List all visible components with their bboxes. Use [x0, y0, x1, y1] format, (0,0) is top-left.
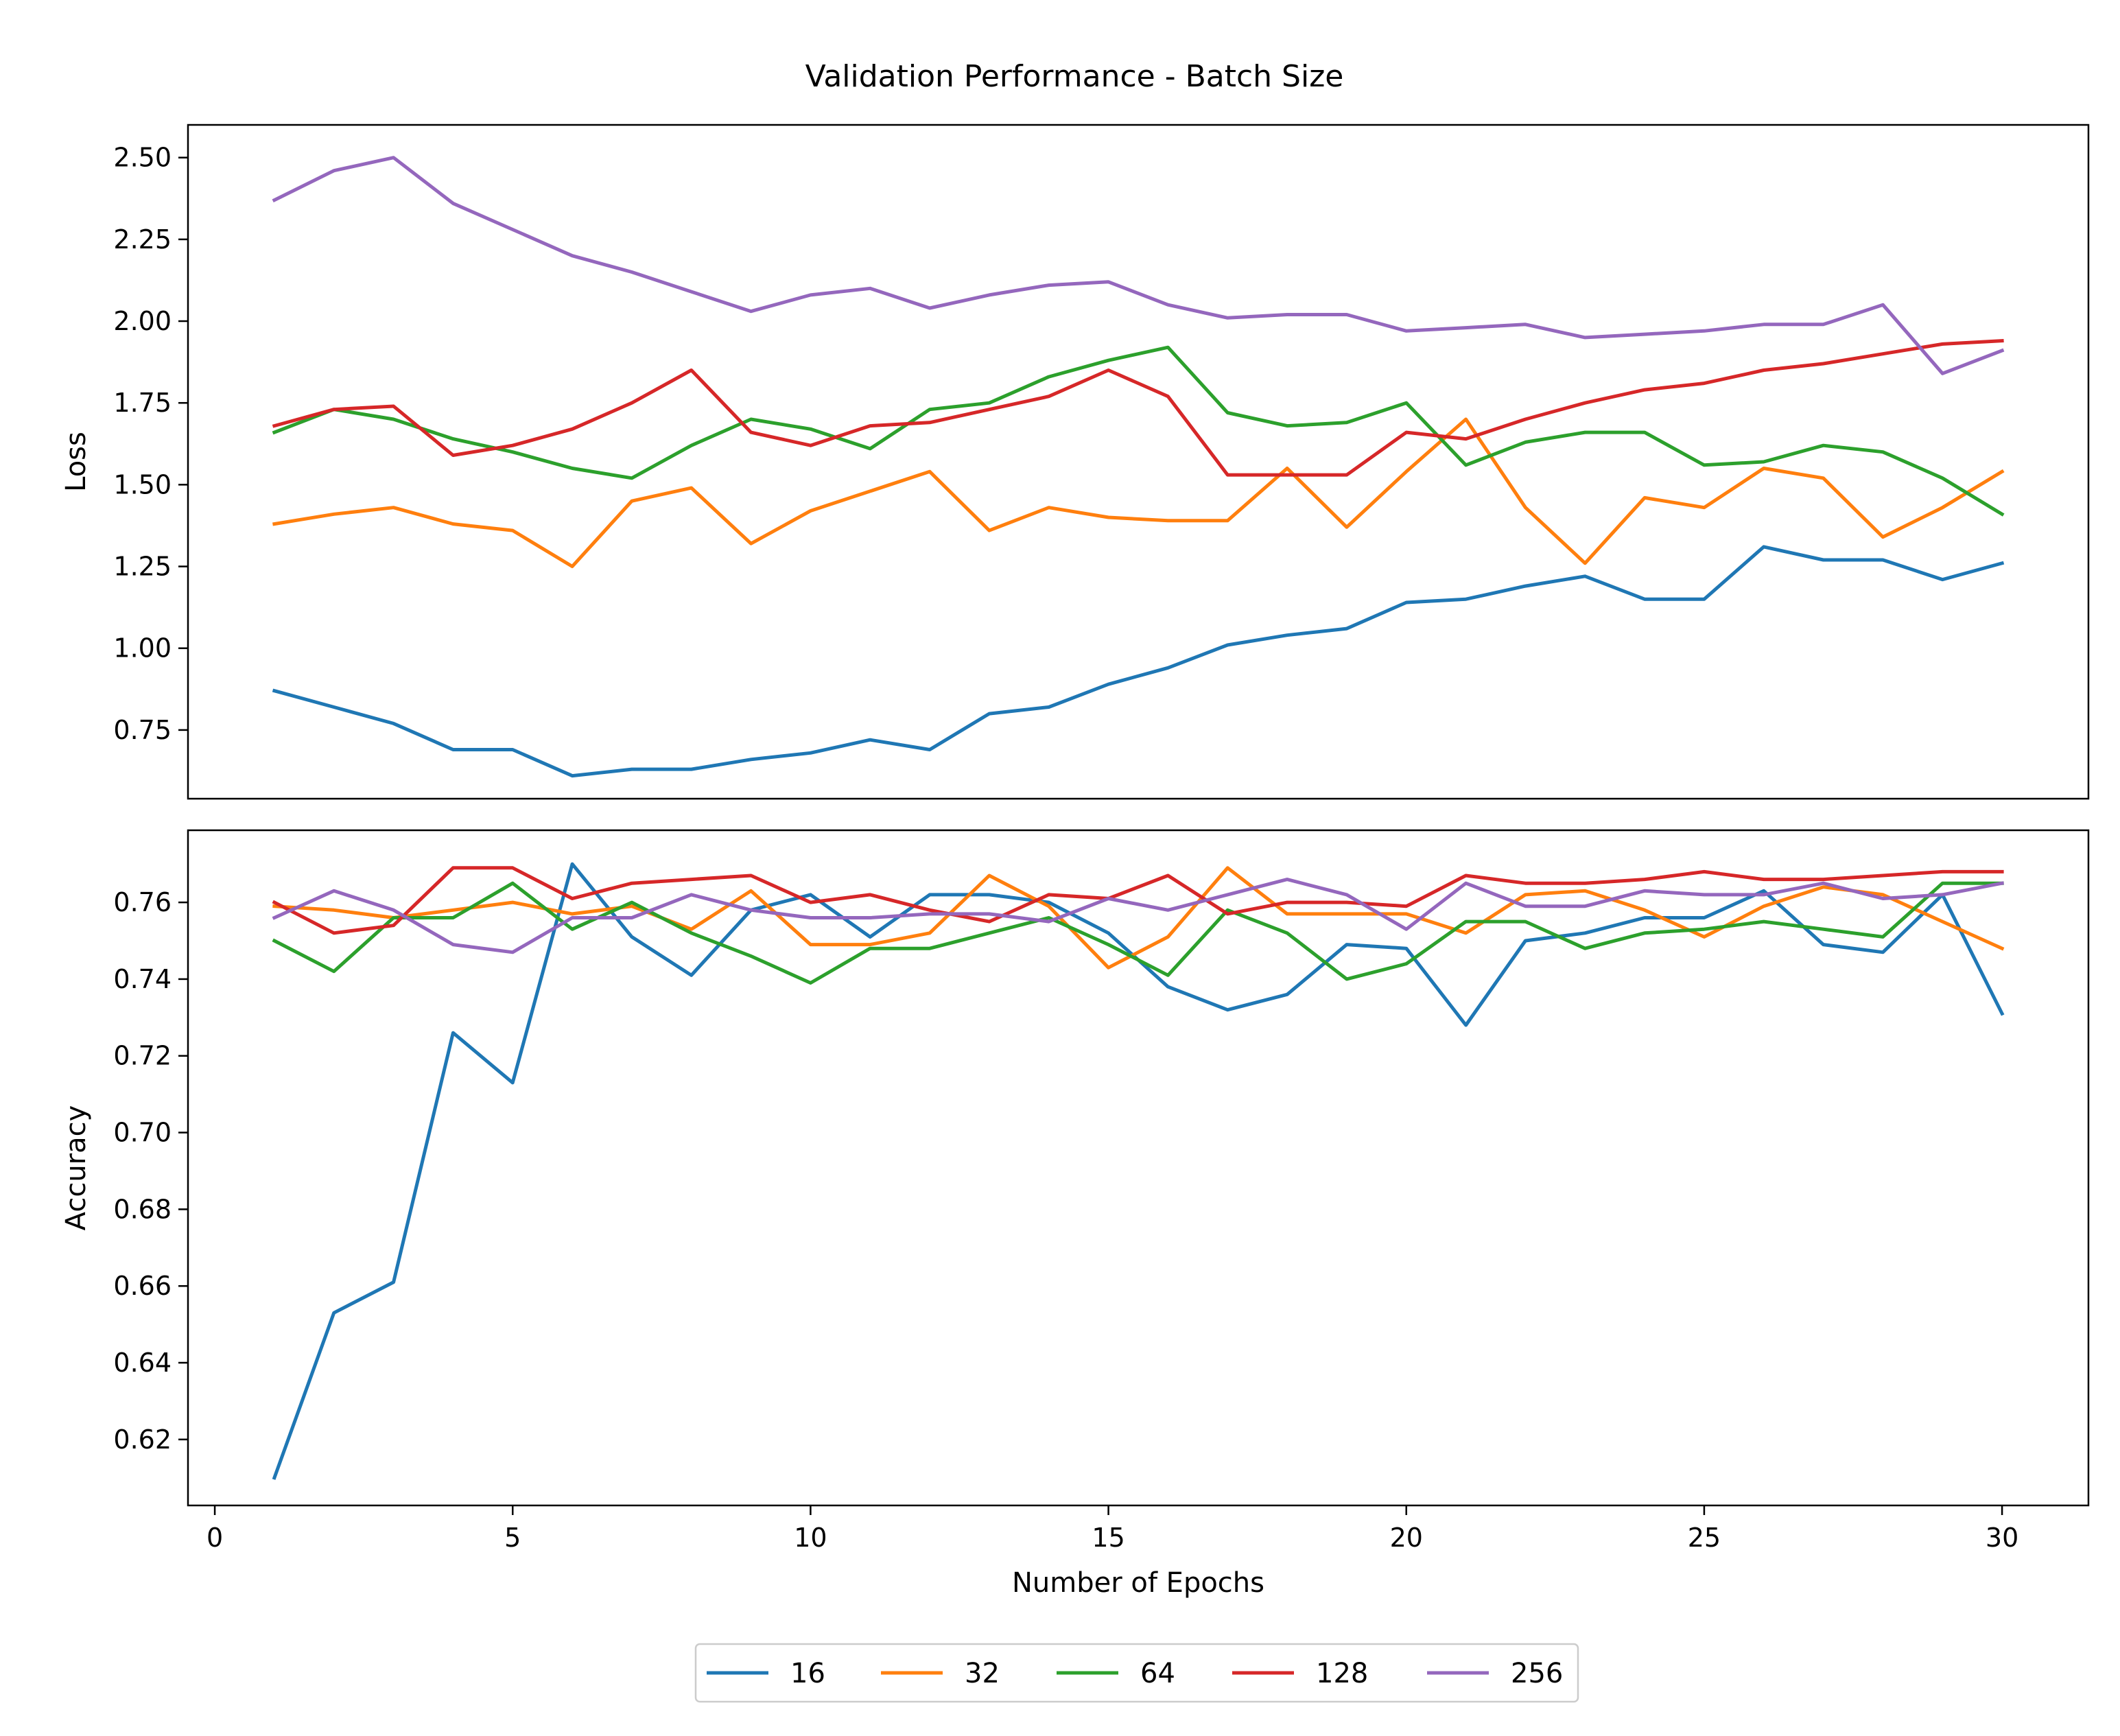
- legend-label-16: 16: [790, 1658, 825, 1689]
- acc-series-line-128: [272, 866, 2004, 935]
- loss-y-axis-label: Loss: [60, 432, 92, 492]
- loss-y-tick-label: 2.00: [113, 306, 172, 336]
- legend-label-64: 64: [1140, 1658, 1175, 1689]
- acc-y-tick-label: 0.62: [113, 1424, 172, 1455]
- accuracy-series-group: [272, 862, 2005, 1480]
- loss-y-tick-label: 1.00: [113, 633, 172, 664]
- legend-label-128: 128: [1316, 1658, 1368, 1689]
- acc-series-line-16: [272, 862, 2005, 1480]
- acc-y-tick-label: 0.76: [113, 887, 172, 917]
- acc-y-tick-label: 0.70: [113, 1118, 172, 1148]
- x-tick-label: 30: [1986, 1523, 2018, 1553]
- acc-y-tick-label: 0.72: [113, 1041, 172, 1071]
- legend-label-256: 256: [1511, 1658, 1563, 1689]
- accuracy-plot-frame: [187, 829, 2090, 1507]
- loss-series-line-16: [272, 545, 2005, 778]
- x-tick-label: 0: [207, 1523, 223, 1553]
- loss-series-line-64: [272, 345, 2005, 517]
- accuracy-x-axis: 0 5 10 15 20 25 30: [207, 1505, 2018, 1553]
- accuracy-y-axis-label: Accuracy: [60, 1105, 92, 1231]
- x-axis-label: Number of Epochs: [1012, 1567, 1264, 1599]
- acc-series-line-256: [272, 878, 2005, 954]
- accuracy-y-axis: 0.62 0.64 0.66 0.68 0.70 0.72 0.74 0.76: [113, 887, 188, 1455]
- acc-y-tick-label: 0.68: [113, 1194, 172, 1224]
- loss-y-tick-label: 0.75: [113, 715, 172, 745]
- loss-y-axis: 0.75 1.00 1.25 1.50 1.75 2.00 2.25 2.50: [113, 143, 188, 745]
- x-tick-label: 20: [1390, 1523, 1423, 1553]
- legend: 16 32 64 128 256: [694, 1643, 1579, 1703]
- loss-y-tick-label: 1.50: [113, 469, 172, 500]
- loss-series-line-32: [272, 417, 2005, 568]
- acc-series-line-32: [272, 866, 2005, 970]
- loss-series-line-256: [272, 156, 2005, 375]
- x-tick-label: 10: [794, 1523, 827, 1553]
- loss-y-tick-label: 1.75: [113, 388, 172, 418]
- x-tick-label: 5: [504, 1523, 521, 1553]
- acc-y-tick-label: 0.74: [113, 964, 172, 994]
- figure-title: Validation Performance - Batch Size: [805, 59, 1344, 94]
- x-tick-label: 15: [1092, 1523, 1124, 1553]
- loss-series-line-128: [272, 338, 2004, 477]
- acc-y-tick-label: 0.64: [113, 1348, 172, 1378]
- legend-box: [694, 1643, 1579, 1703]
- loss-series-group: [272, 156, 2005, 778]
- loss-y-tick-label: 1.25: [113, 552, 172, 582]
- loss-y-tick-label: 2.25: [113, 224, 172, 255]
- acc-series-line-64: [272, 881, 2004, 985]
- accuracy-panel: 0.62 0.64 0.66 0.68 0.70 0.72 0.74 0.76 0 5 10 15 2…: [60, 829, 2090, 1599]
- acc-y-tick-label: 0.66: [113, 1271, 172, 1301]
- loss-panel: 0.75 1.00 1.25 1.50 1.75 2.00 2.25 2.50 Loss: [60, 124, 2090, 800]
- x-tick-label: 25: [1688, 1523, 1721, 1553]
- loss-y-tick-label: 2.50: [113, 143, 172, 173]
- legend-label-32: 32: [965, 1658, 1000, 1689]
- loss-plot-frame: [187, 124, 2090, 800]
